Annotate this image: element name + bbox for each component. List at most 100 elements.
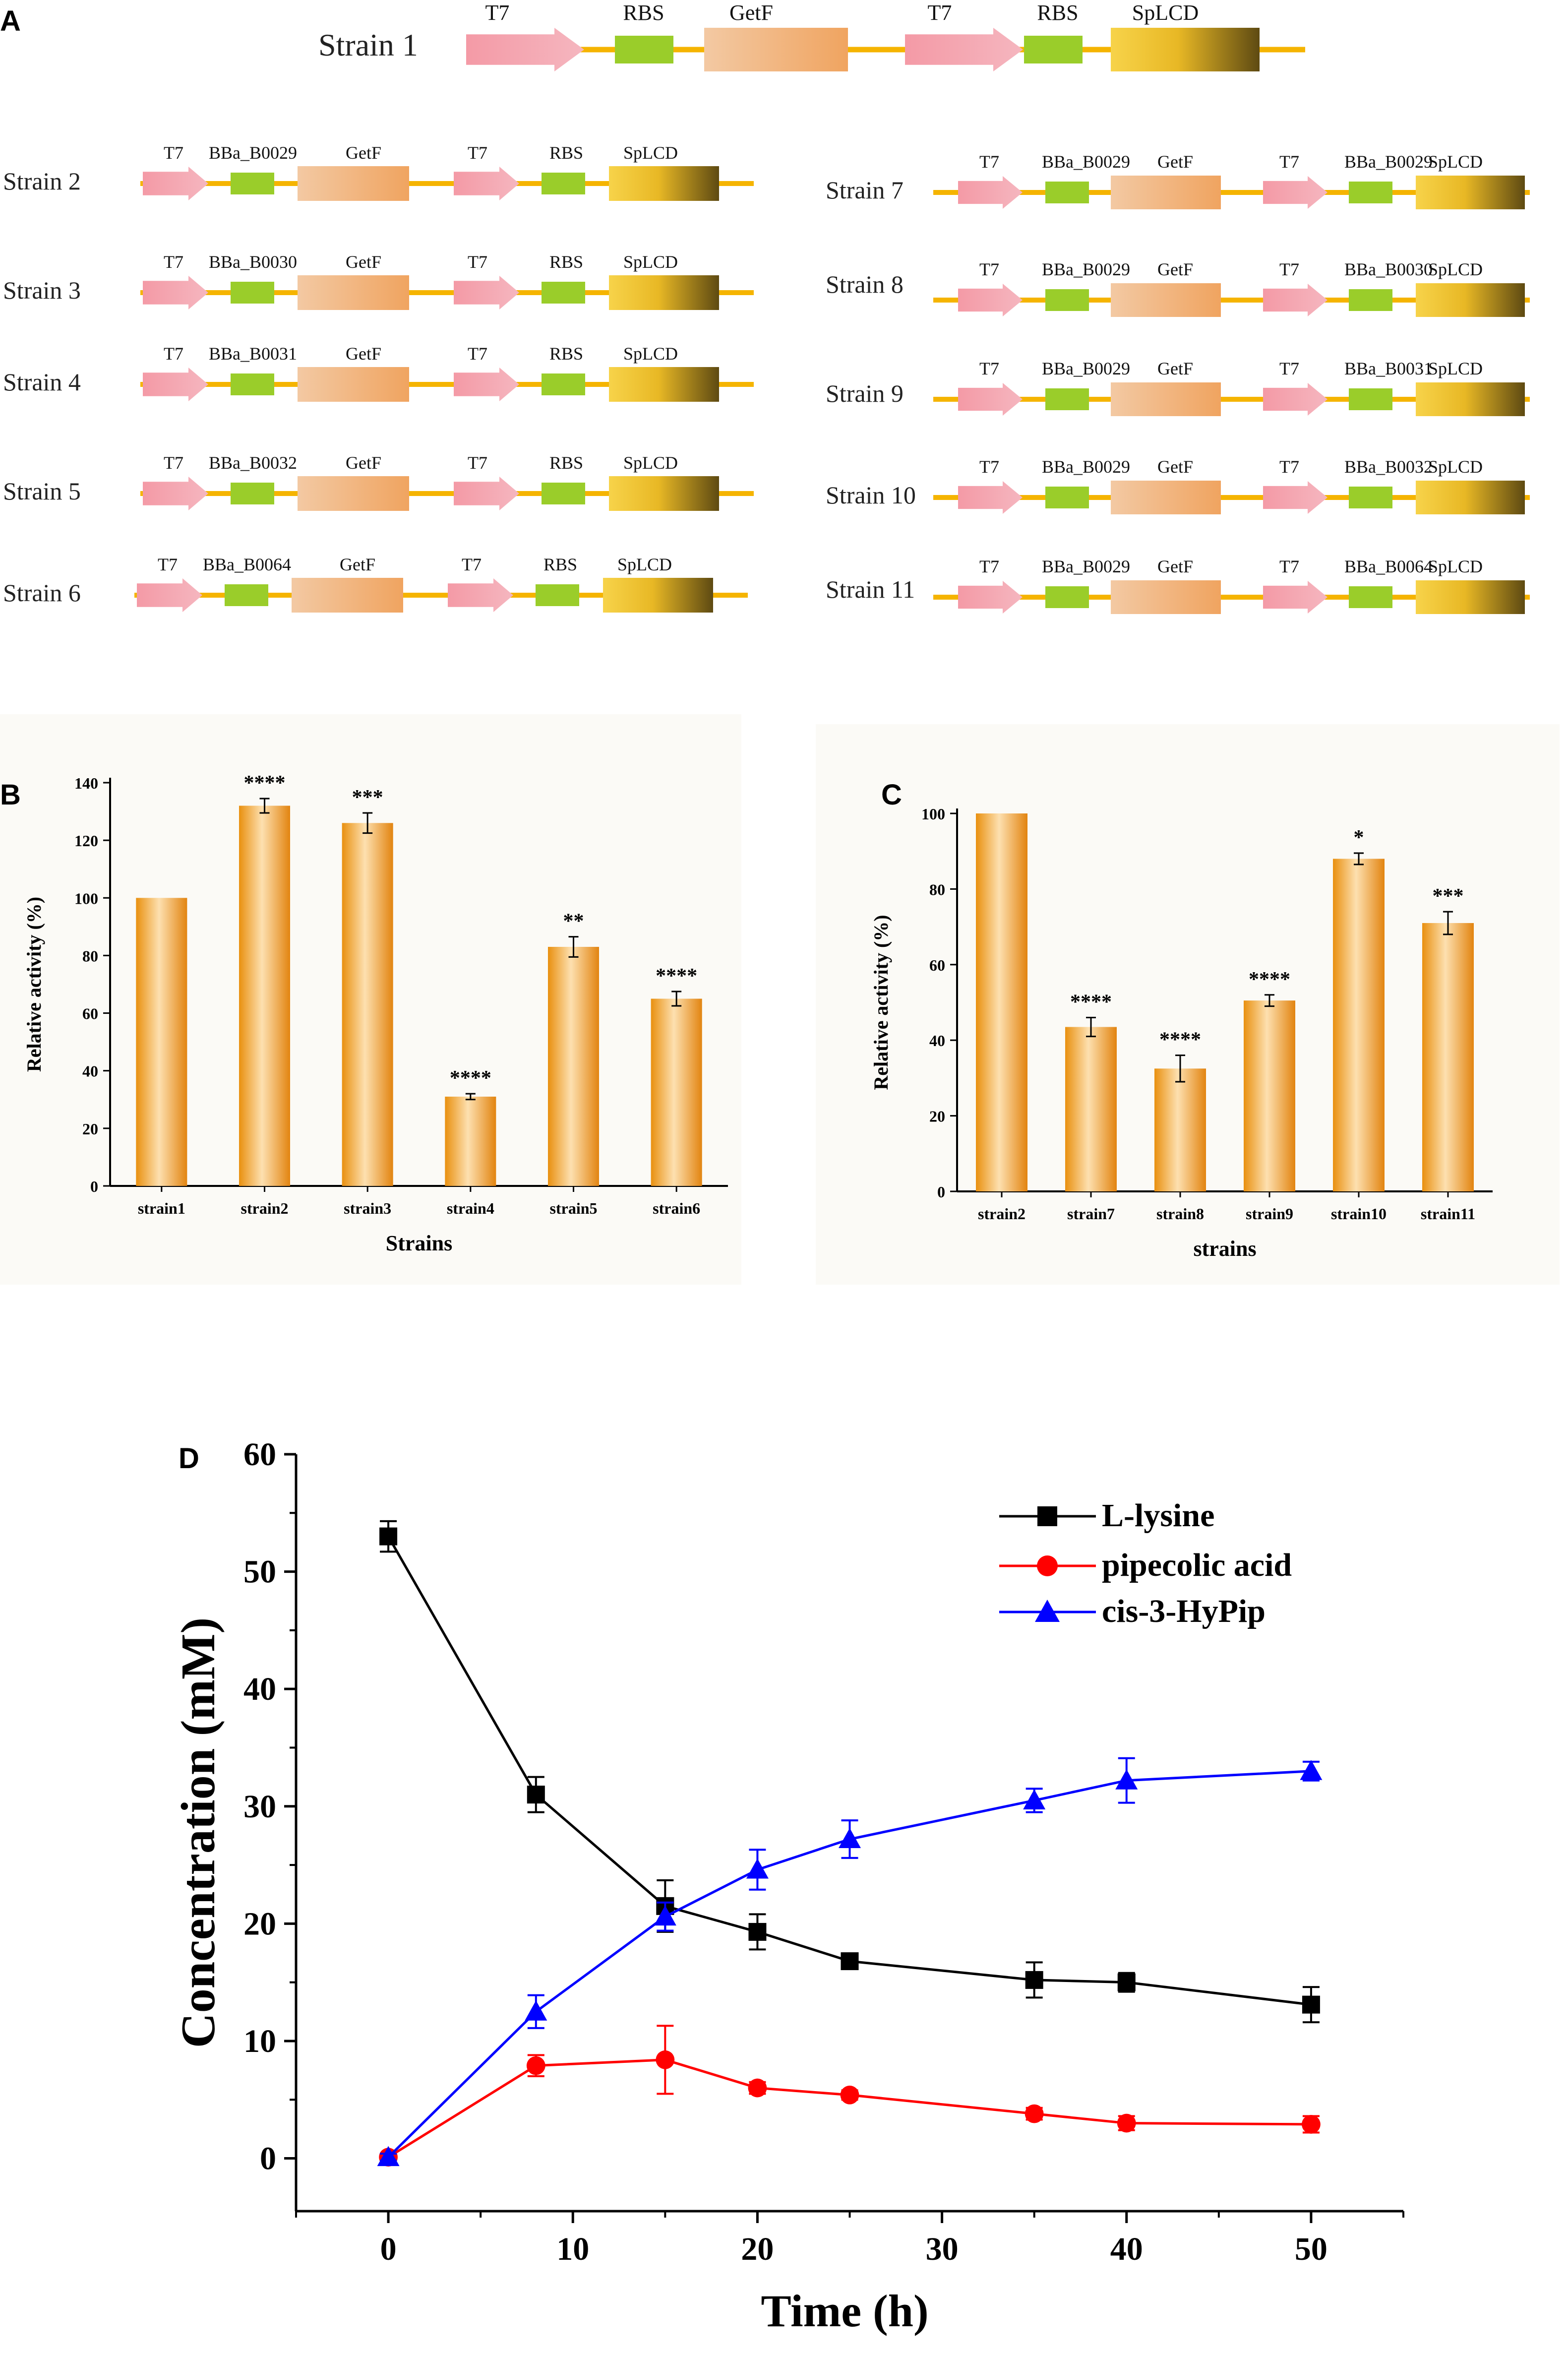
series-l-lysine <box>379 1520 1320 2024</box>
x-tick-label: strain6 <box>653 1199 700 1217</box>
promoter-arrow <box>1263 383 1327 416</box>
data-point <box>746 1859 769 1879</box>
y-tick-label: 80 <box>929 880 945 898</box>
splcd-gene <box>609 476 719 511</box>
data-point <box>379 1527 398 1546</box>
construct-left-2: Strain 2 T7 BBa_B0029 GetF T7 RBS SpLCD <box>3 143 754 201</box>
part-label: SpLCD <box>623 143 678 163</box>
legend-marker <box>1037 1506 1057 1526</box>
y-tick-label: 10 <box>243 2023 276 2059</box>
part-label: T7 <box>979 359 999 378</box>
getf-gene <box>704 28 848 71</box>
part-label: BBa_B0029 <box>1042 457 1130 477</box>
x-tick-label: 0 <box>380 2231 397 2267</box>
splcd-gene <box>1416 580 1525 614</box>
series-pipecolic-acid <box>379 2025 1321 2167</box>
part-label: GetF <box>346 344 381 364</box>
chart-d: 0 10 20 30 40 50 60 0 10 20 30 40 50 Time (h) Concentr… <box>172 1436 1404 2336</box>
construct-name: Strain 7 <box>826 176 904 204</box>
part-label: T7 <box>164 143 183 163</box>
promoter-arrow <box>137 578 202 612</box>
promoter-arrow <box>958 581 1023 614</box>
splcd-gene <box>1416 382 1525 416</box>
significance-marker: *** <box>352 786 383 809</box>
rbs-box <box>1349 289 1392 311</box>
construct-left-5: Strain 5 T7 BBa_B0032 GetF T7 RBS SpLCD <box>3 453 754 511</box>
promoter-arrow <box>958 383 1023 416</box>
part-label: RBS <box>543 555 577 574</box>
part-label: T7 <box>164 252 183 272</box>
significance-marker: **** <box>1070 991 1112 1013</box>
y-tick-label: 20 <box>929 1108 945 1125</box>
part-label: BBa_B0029 <box>1042 359 1130 378</box>
part-label: BBa_B0029 <box>1042 259 1130 279</box>
construct-name: Strain 10 <box>826 481 916 509</box>
promoter-arrow <box>958 284 1023 316</box>
part-label: T7 <box>1279 259 1299 279</box>
bar-strain5 <box>548 947 599 1186</box>
construct-name: Strain 11 <box>826 575 915 603</box>
construct-strain1: Strain 1 T7 RBS GetF T7 RBS SpLCD <box>318 0 1305 71</box>
promoter-arrow <box>143 167 208 200</box>
legend-marker <box>1035 1600 1060 1622</box>
promoter-arrow <box>454 276 519 310</box>
part-label: RBS <box>549 344 583 364</box>
legend-label: L-lysine <box>1102 1497 1214 1534</box>
panel-a-label: A <box>0 5 21 37</box>
part-label: GetF <box>340 555 375 574</box>
promoter-arrow <box>466 28 584 71</box>
y-tick-label: 60 <box>82 1005 98 1023</box>
part-label: T7 <box>468 453 487 473</box>
data-point <box>1302 2115 1321 2134</box>
part-label: RBS <box>549 143 583 163</box>
y-tick-label: 20 <box>243 1906 276 1942</box>
y-tick-label: 50 <box>243 1554 276 1590</box>
bar-strain11 <box>1422 923 1474 1191</box>
part-label: GetF <box>1157 259 1193 279</box>
part-label: GetF <box>1157 457 1193 477</box>
construct-name: Strain 8 <box>826 270 904 298</box>
series-line <box>387 1770 1312 2158</box>
part-label: T7 <box>979 557 999 576</box>
significance-marker: **** <box>1249 968 1290 991</box>
series-cis-3-hypip <box>377 1757 1323 2167</box>
part-label: T7 <box>1279 557 1299 576</box>
promoter-arrow <box>143 477 208 510</box>
promoter-arrow <box>905 28 1023 71</box>
part-label: BBa_B0029 <box>209 143 297 163</box>
significance-marker: * <box>1354 826 1364 849</box>
getf-gene <box>298 476 409 511</box>
getf-gene <box>1111 481 1221 514</box>
x-tick-label: strain2 <box>241 1199 289 1217</box>
part-label: SpLCD <box>1428 152 1483 172</box>
y-tick-label: 20 <box>82 1120 98 1138</box>
data-point <box>1117 1973 1136 1991</box>
x-tick-label: strain11 <box>1421 1205 1475 1223</box>
bar-strain2 <box>976 813 1027 1191</box>
y-tick-label: 30 <box>243 1789 276 1825</box>
panel-c-label: C <box>881 779 902 811</box>
rbs-box <box>542 483 585 504</box>
rbs-box <box>1045 586 1089 608</box>
x-tick-label: 40 <box>1110 2231 1143 2267</box>
bar-strain4 <box>445 1096 496 1186</box>
part-label: T7 <box>164 344 183 364</box>
data-point <box>841 1952 859 1971</box>
significance-marker: **** <box>244 772 286 795</box>
part-label: T7 <box>468 344 487 364</box>
bar-strain7 <box>1065 1027 1117 1191</box>
data-point <box>656 2050 675 2069</box>
part-label: BBa_B0064 <box>203 555 291 574</box>
part-label: BBa_B0031 <box>1344 359 1433 378</box>
data-point <box>1115 1769 1138 1790</box>
part-label: BBa_B0029 <box>1042 152 1130 172</box>
data-point <box>748 1922 767 1941</box>
getf-gene <box>1111 176 1221 209</box>
splcd-gene <box>603 578 713 613</box>
significance-marker: ** <box>563 910 584 933</box>
y-tick-label: 60 <box>243 1436 276 1473</box>
part-label: BBa_B0030 <box>209 252 297 272</box>
data-point <box>1025 1971 1043 1989</box>
